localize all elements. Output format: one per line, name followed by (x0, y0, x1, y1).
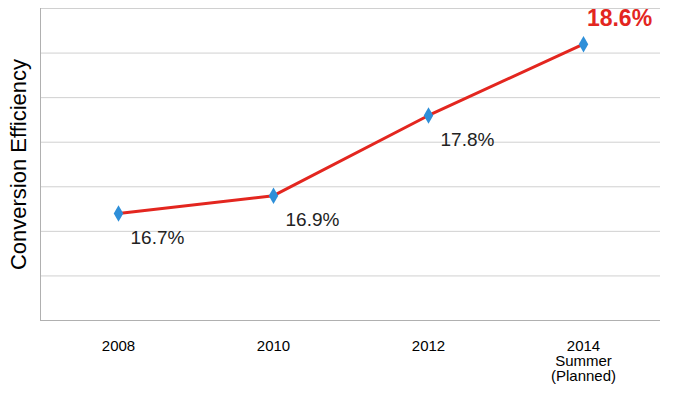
svg-text:18.6%: 18.6% (587, 5, 652, 31)
svg-text:2012: 2012 (412, 337, 445, 354)
svg-text:2014Summer(Planned): 2014Summer(Planned) (551, 337, 616, 384)
svg-text:16.7%: 16.7% (131, 227, 185, 248)
svg-text:2008: 2008 (102, 337, 135, 354)
svg-text:16.9%: 16.9% (286, 209, 340, 230)
svg-text:2010: 2010 (257, 337, 290, 354)
svg-text:Conversion Efficiency: Conversion Efficiency (6, 59, 31, 270)
svg-text:17.8%: 17.8% (441, 129, 495, 150)
